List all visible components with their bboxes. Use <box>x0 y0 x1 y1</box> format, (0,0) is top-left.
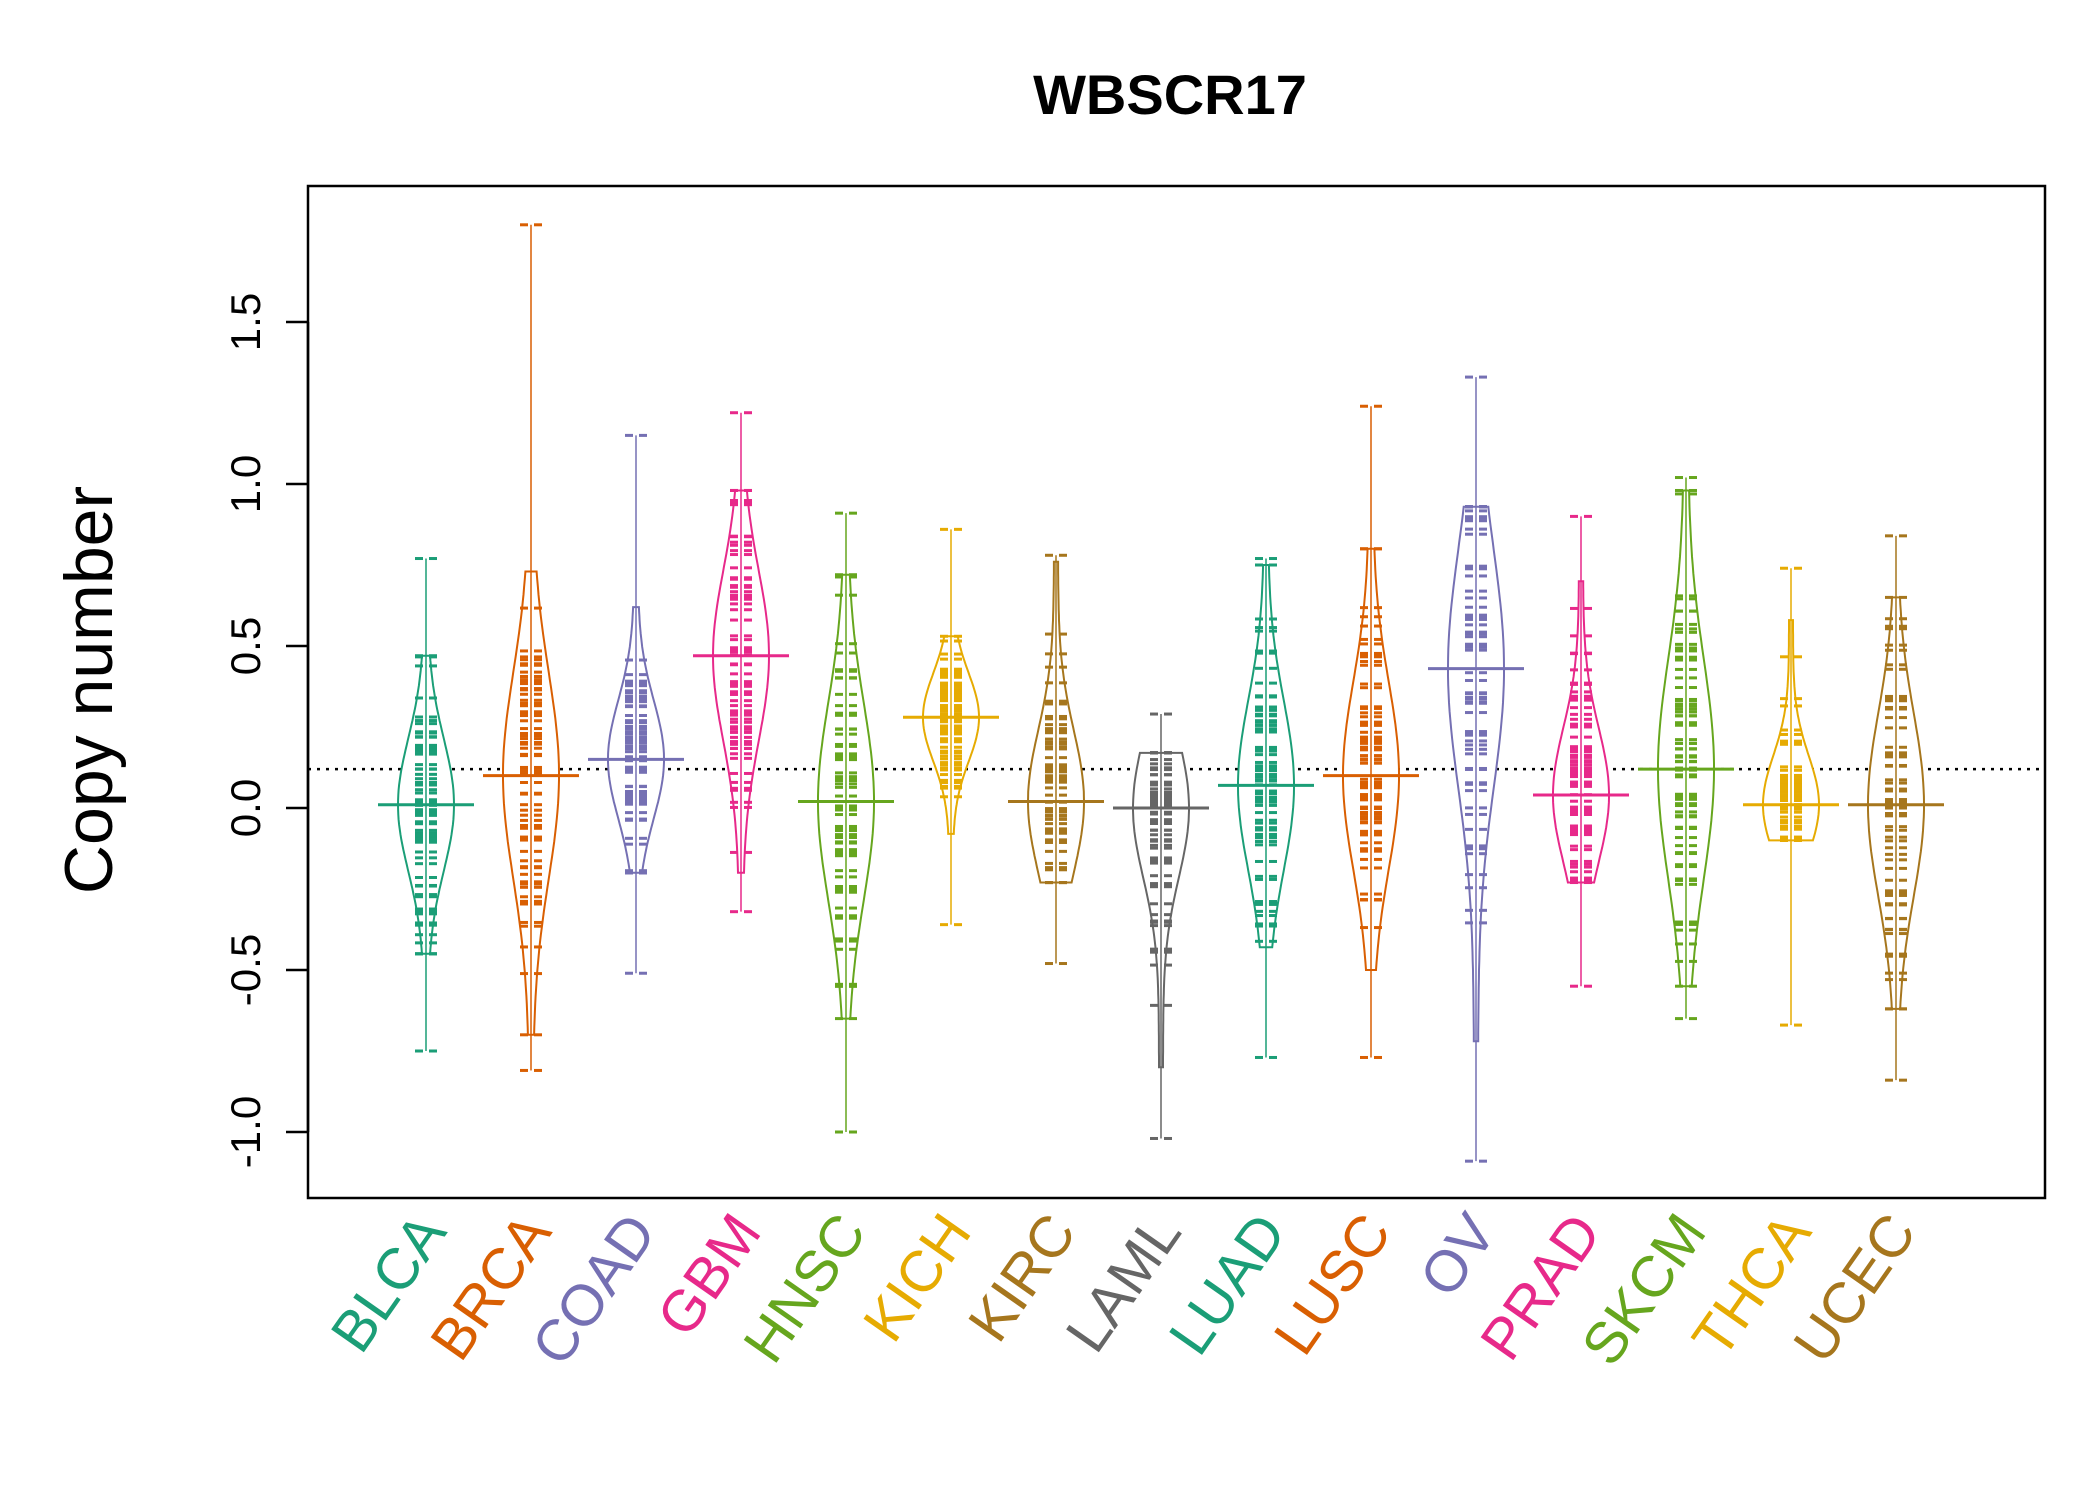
y-tick-label: 1.0 <box>222 455 269 513</box>
bean-ucec <box>1848 534 1944 1082</box>
y-axis-label: Copy number <box>51 486 127 894</box>
y-tick-label: -1.0 <box>222 1096 269 1168</box>
bean-gbm <box>693 411 789 914</box>
y-tick-label: 0.5 <box>222 617 269 675</box>
bean-ov <box>1428 375 1524 1163</box>
bean-kirc <box>1008 553 1104 966</box>
bean-thca <box>1743 566 1839 1027</box>
y-axis: -1.0 -0.5 0.0 0.5 1.0 1.5 <box>222 293 310 1168</box>
bean-skcm <box>1638 476 1734 1021</box>
x-category-label: KICH <box>851 1202 984 1353</box>
bean-laml <box>1113 712 1209 1140</box>
bean-coad <box>588 433 684 975</box>
x-category-label: LUSC <box>1262 1202 1404 1366</box>
bean-luad <box>1218 557 1314 1059</box>
bean-kich <box>903 527 999 927</box>
bean-blca <box>378 557 474 1053</box>
y-tick-label: -0.5 <box>222 934 269 1006</box>
bean-brca <box>483 223 579 1072</box>
y-tick-label: 0.0 <box>222 779 269 837</box>
bean-prad <box>1533 514 1629 988</box>
x-category-label: OV <box>1407 1202 1508 1308</box>
bean-hnsc <box>798 511 894 1134</box>
bean-lusc <box>1323 404 1419 1059</box>
beans-group <box>308 223 2045 1163</box>
x-category-label: LUAD <box>1157 1202 1299 1366</box>
chart-title: WBSCR17 <box>1033 63 1307 126</box>
plot-frame <box>306 184 2047 1200</box>
y-tick-label: 1.5 <box>222 293 269 351</box>
